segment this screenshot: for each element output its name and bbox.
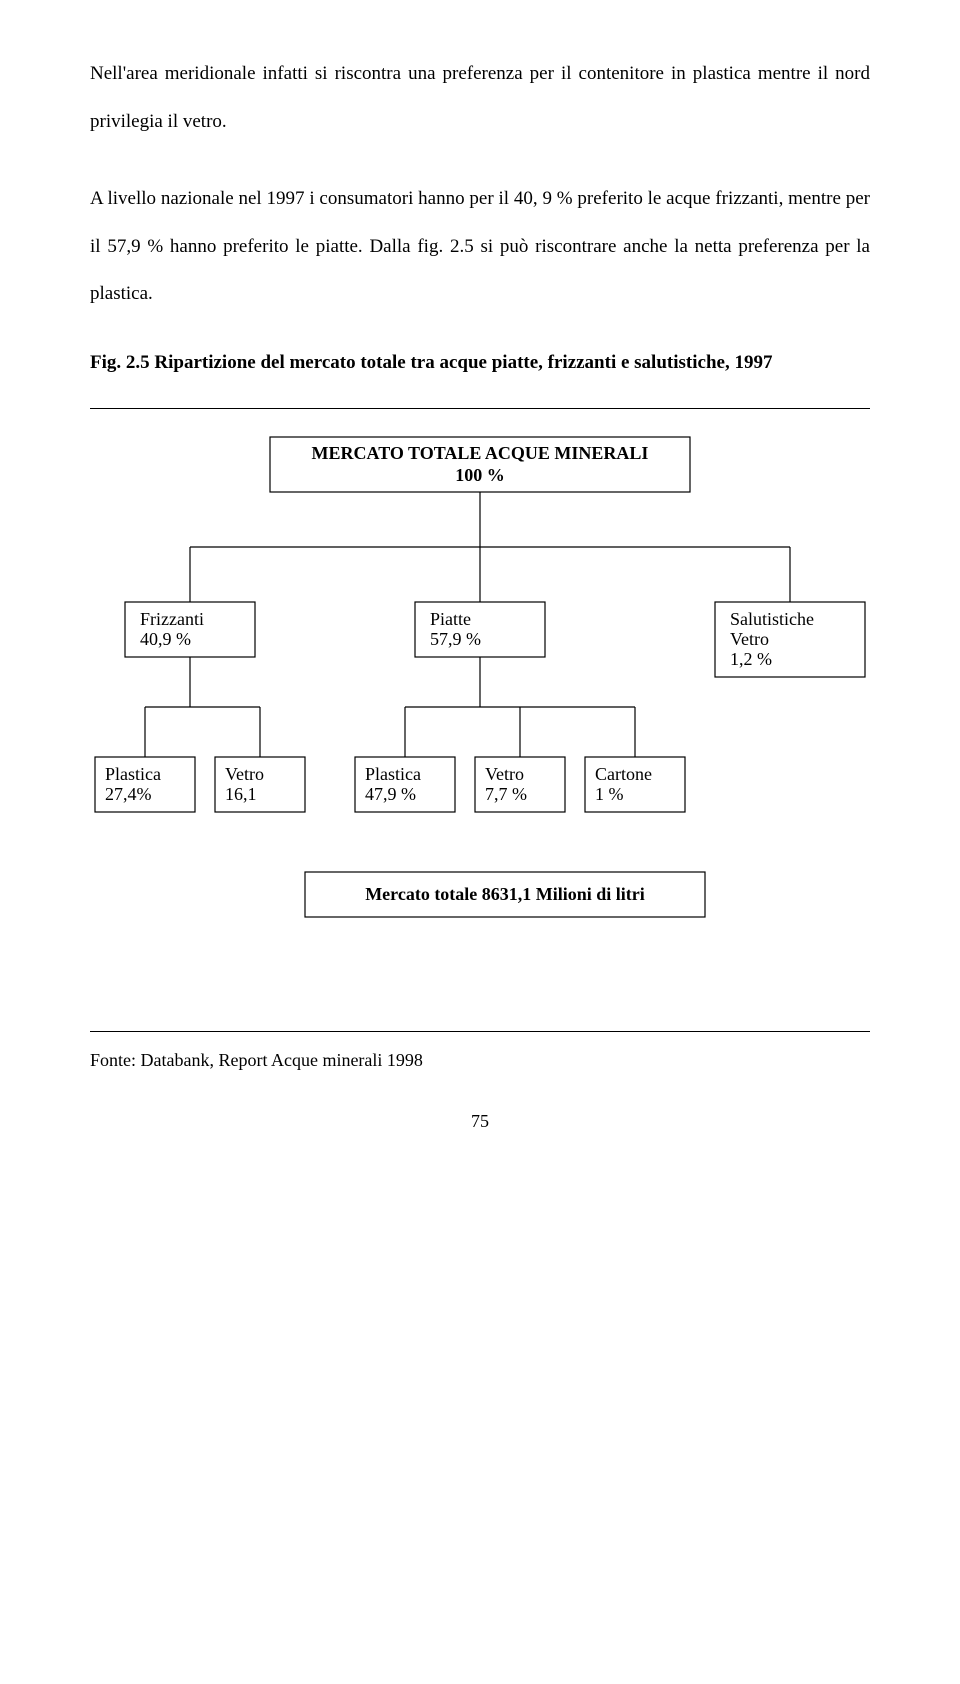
root-line2: 100 % bbox=[455, 465, 505, 485]
cartp-l1: Cartone bbox=[595, 764, 652, 784]
vetrof-l2: 16,1 bbox=[225, 784, 257, 804]
plastf-l2: 27,4% bbox=[105, 784, 152, 804]
salut-l1: Salutistiche bbox=[730, 609, 814, 629]
root-line1: MERCATO TOTALE ACQUE MINERALI bbox=[312, 443, 649, 463]
salut-l3: 1,2 % bbox=[730, 649, 772, 669]
frizzanti-l1: Frizzanti bbox=[140, 609, 204, 629]
divider-bottom bbox=[90, 1031, 870, 1032]
source-line: Fonte: Databank, Report Acque minerali 1… bbox=[90, 1050, 870, 1071]
plastf-l1: Plastica bbox=[105, 764, 161, 784]
plastp-l2: 47,9 % bbox=[365, 784, 416, 804]
vetrop-l2: 7,7 % bbox=[485, 784, 527, 804]
vetrof-l1: Vetro bbox=[225, 764, 264, 784]
salut-l2: Vetro bbox=[730, 629, 769, 649]
cartp-l2: 1 % bbox=[595, 784, 624, 804]
plastp-l1: Plastica bbox=[365, 764, 421, 784]
divider-top bbox=[90, 408, 870, 409]
vetrop-l1: Vetro bbox=[485, 764, 524, 784]
piatte-l1: Piatte bbox=[430, 609, 471, 629]
figure-caption: Fig. 2.5 Ripartizione del mercato totale… bbox=[145, 348, 870, 378]
page-number: 75 bbox=[90, 1111, 870, 1132]
footer-text: Mercato totale 8631,1 Milioni di litri bbox=[365, 884, 645, 904]
org-chart: MERCATO TOTALE ACQUE MINERALI 100 % Friz… bbox=[90, 427, 870, 1013]
frizzanti-l2: 40,9 % bbox=[140, 629, 191, 649]
paragraph-2: A livello nazionale nel 1997 i consumato… bbox=[90, 175, 870, 318]
paragraph-1: Nell'area meridionale infatti si riscont… bbox=[90, 50, 870, 145]
piatte-l2: 57,9 % bbox=[430, 629, 481, 649]
